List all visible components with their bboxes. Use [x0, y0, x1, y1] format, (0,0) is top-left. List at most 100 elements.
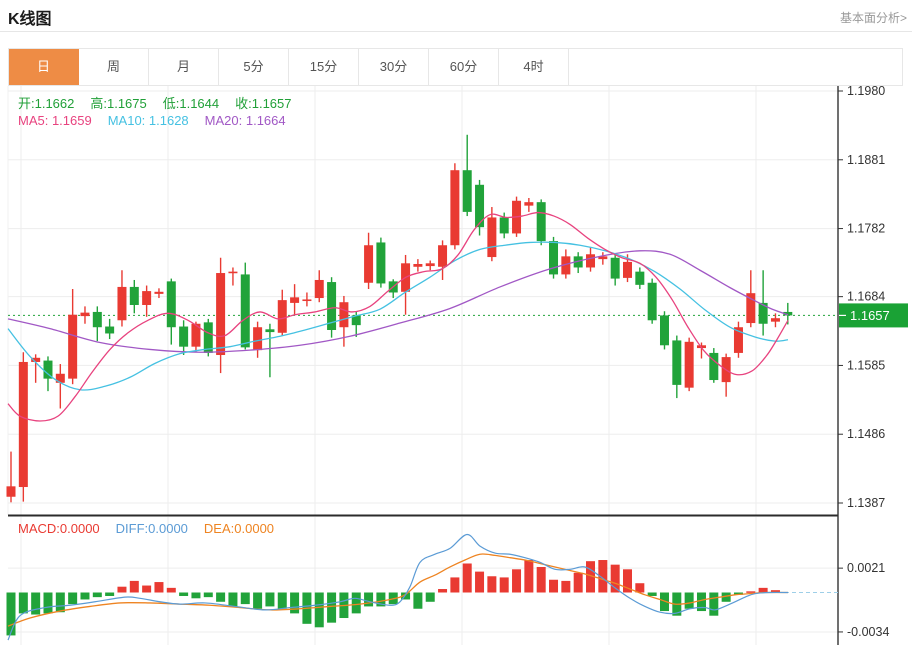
candle[interactable]: [672, 340, 682, 385]
macd-bar: [166, 587, 176, 593]
candle[interactable]: [586, 254, 596, 268]
macd-bar: [351, 592, 361, 614]
candle[interactable]: [733, 327, 743, 353]
candle[interactable]: [117, 286, 127, 321]
candle[interactable]: [179, 326, 189, 347]
candle[interactable]: [450, 170, 460, 246]
diff-value: DIFF:0.0000: [115, 521, 188, 536]
tab-4hour[interactable]: 4时: [499, 49, 569, 85]
candle[interactable]: [709, 352, 719, 381]
candle[interactable]: [462, 170, 472, 212]
tab-day[interactable]: 日: [9, 49, 79, 85]
candle[interactable]: [647, 282, 657, 321]
tab-15min[interactable]: 15分: [289, 49, 359, 85]
candle[interactable]: [18, 361, 28, 488]
candle[interactable]: [80, 312, 90, 317]
candle[interactable]: [376, 242, 386, 284]
candle[interactable]: [105, 326, 115, 334]
candle[interactable]: [154, 291, 164, 294]
candle[interactable]: [536, 202, 546, 242]
tab-week[interactable]: 周: [79, 49, 149, 85]
candle[interactable]: [438, 245, 448, 267]
macd-bar: [80, 592, 90, 600]
candle[interactable]: [783, 311, 793, 316]
macd-bar: [92, 592, 102, 598]
candle[interactable]: [746, 293, 756, 324]
macd-bar: [709, 592, 719, 616]
candle[interactable]: [684, 341, 694, 388]
macd-bar: [129, 580, 139, 593]
macd-bar: [696, 592, 706, 612]
price-axis-label: 1.1980: [847, 84, 885, 98]
candle[interactable]: [413, 263, 423, 267]
candle[interactable]: [142, 291, 152, 305]
macd-bar: [55, 592, 65, 613]
macd-bar: [314, 592, 324, 628]
candle[interactable]: [253, 327, 263, 351]
candle[interactable]: [6, 486, 16, 497]
candle[interactable]: [425, 263, 435, 267]
candle[interactable]: [166, 281, 176, 328]
tab-60min[interactable]: 60分: [429, 49, 499, 85]
macd-bar: [142, 585, 152, 593]
candle[interactable]: [314, 279, 324, 299]
candle[interactable]: [68, 314, 78, 379]
tab-30min[interactable]: 30分: [359, 49, 429, 85]
price-axis-label: 1.1684: [847, 290, 885, 304]
candle[interactable]: [203, 322, 213, 353]
candle[interactable]: [351, 315, 361, 326]
candle[interactable]: [55, 373, 65, 383]
candle[interactable]: [228, 271, 238, 274]
macd-bar: [31, 592, 41, 615]
candle[interactable]: [659, 315, 669, 346]
candle[interactable]: [487, 217, 497, 258]
candle[interactable]: [31, 357, 41, 362]
candle[interactable]: [290, 297, 300, 303]
timeframe-tabbar: 日周月 5分 15分 30分 60分 4时: [8, 48, 903, 86]
candle[interactable]: [302, 299, 312, 302]
macd-bar: [721, 592, 731, 602]
ma5-line: [7, 211, 789, 422]
tab-5min[interactable]: 5分: [219, 49, 289, 85]
candle[interactable]: [43, 360, 53, 379]
candle[interactable]: [129, 286, 139, 305]
dea-line: [7, 553, 789, 627]
fundamental-analysis-link[interactable]: 基本面分析>: [839, 11, 907, 25]
candle[interactable]: [770, 318, 780, 322]
candle[interactable]: [610, 257, 620, 279]
candle[interactable]: [265, 329, 275, 333]
close-value: 收:1.1657: [235, 96, 292, 111]
candle[interactable]: [92, 311, 102, 328]
macd-bar: [413, 592, 423, 609]
candle[interactable]: [758, 302, 768, 324]
macd-value: MACD:0.0000: [18, 521, 100, 536]
current-price-badge: [839, 303, 908, 328]
tab-month[interactable]: 月: [149, 49, 219, 85]
price-axis-label: 1.1585: [847, 358, 885, 372]
candle[interactable]: [364, 245, 374, 283]
ma20-value: MA20: 1.1664: [204, 113, 286, 128]
candle[interactable]: [635, 271, 645, 285]
candle[interactable]: [191, 323, 201, 347]
candle[interactable]: [327, 282, 337, 331]
macd-legend: MACD:0.0000 DIFF:0.0000 DEA:0.0000: [18, 521, 290, 536]
candle[interactable]: [277, 300, 287, 333]
candle[interactable]: [561, 256, 571, 275]
candle[interactable]: [240, 274, 250, 348]
macd-bar: [758, 587, 768, 593]
macd-bar: [290, 592, 300, 614]
candle[interactable]: [339, 302, 349, 328]
candle[interactable]: [549, 241, 559, 275]
macd-bar: [364, 592, 374, 607]
candle[interactable]: [499, 217, 509, 234]
candle[interactable]: [524, 202, 534, 206]
macd-bar: [425, 592, 435, 602]
candle[interactable]: [573, 256, 583, 268]
candle[interactable]: [475, 184, 485, 228]
candle[interactable]: [216, 273, 226, 356]
candle[interactable]: [598, 256, 608, 260]
candle[interactable]: [623, 261, 632, 278]
macd-bar: [549, 579, 559, 593]
macd-bar: [43, 592, 53, 614]
